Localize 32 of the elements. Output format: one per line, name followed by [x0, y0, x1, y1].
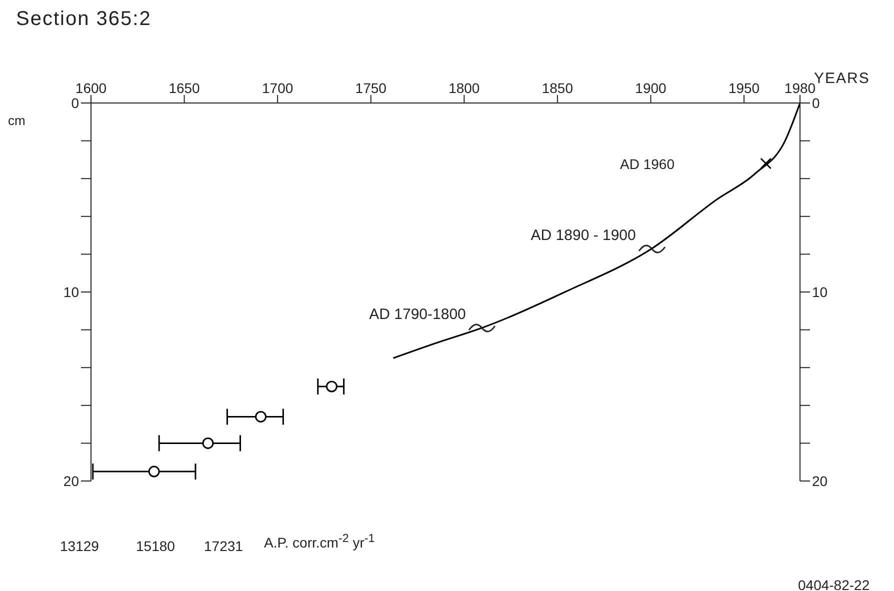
y-tick-label: 0	[71, 94, 80, 111]
chart-title: Section 365:2	[16, 8, 152, 31]
x-tick-label: 1950	[728, 80, 760, 96]
point	[202, 437, 214, 449]
text: 0404-82-22	[798, 577, 870, 591]
x-tick-label: 1850	[542, 80, 574, 96]
x-tick-label: 1650	[168, 80, 200, 96]
y-tick-label: 10	[63, 284, 80, 300]
point	[326, 380, 338, 392]
annotation: AD 1960	[620, 156, 674, 172]
y-tick-label: 20	[63, 472, 80, 489]
x-tick-label: 1750	[355, 80, 387, 96]
point	[255, 410, 267, 422]
x-tick-label: 1800	[448, 80, 480, 96]
x-tick-label: 1600	[75, 80, 107, 96]
x-axis-title: YEARS	[814, 70, 870, 87]
point	[760, 158, 772, 170]
line-series	[392, 103, 800, 359]
y2-tick-label: 0	[812, 94, 820, 111]
text: A.P. corr.cm$^{-2}$ yr$^{-1}$	[264, 532, 375, 551]
text: 13129	[60, 538, 99, 554]
y-axis-title: cm	[8, 113, 26, 128]
point	[148, 466, 160, 478]
x-tick-label: 1700	[262, 80, 294, 96]
annotation: AD 1890 - 1900	[530, 226, 636, 244]
text: 15180	[136, 538, 175, 554]
x-tick-label: 1980	[784, 80, 816, 96]
y2-tick-label: 10	[812, 284, 828, 300]
y2-tick-label: 20	[812, 472, 828, 489]
text: 17231	[204, 538, 243, 554]
x-tick-label: 1900	[635, 80, 667, 96]
annotation: AD 1790-1800	[369, 306, 466, 323]
